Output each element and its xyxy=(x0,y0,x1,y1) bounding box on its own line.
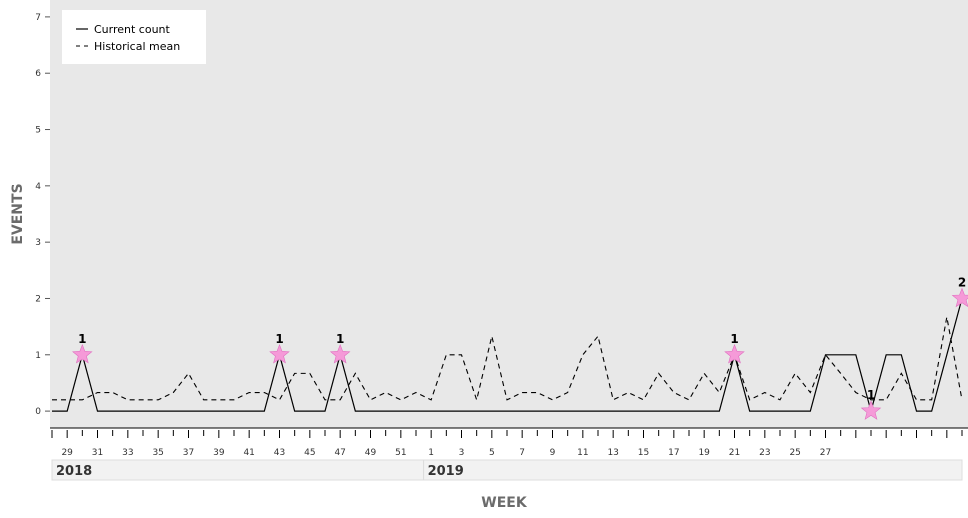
x-tick-label: 15 xyxy=(638,448,649,458)
x-tick-label: 5 xyxy=(489,448,495,458)
x-tick-label: 51 xyxy=(395,448,406,458)
alert-star-marker xyxy=(860,400,882,420)
x-axis: 29 31 33 35 37 39 41 43 45 47 49 51 1 3 5 7 9 11 13 15 17 19 2… xyxy=(50,427,968,481)
x-tick-label: 39 xyxy=(213,448,225,458)
alert-count-label: 1 xyxy=(275,332,283,346)
alert-star-marker xyxy=(329,343,351,364)
series-layer xyxy=(52,298,963,414)
y-tick-label: 1 xyxy=(35,351,41,361)
legend: Current count Historical mean xyxy=(62,10,206,64)
x-tick-label: 31 xyxy=(92,448,103,458)
alert-count-label: 2 xyxy=(958,275,966,289)
y-tick-label: 2 xyxy=(35,294,41,304)
x-tick-label: 11 xyxy=(577,448,588,458)
x-tick-label: 41 xyxy=(243,448,254,458)
y-tick-label: 3 xyxy=(35,238,41,248)
alert-count-label: 1 xyxy=(730,332,738,346)
x-tick-label: 47 xyxy=(334,448,345,458)
x-tick-label: 3 xyxy=(459,448,465,458)
legend-label-current: Current count xyxy=(94,23,171,36)
legend-box xyxy=(62,10,206,64)
marker-layer: 1 1 1 1 1 2 xyxy=(72,275,968,420)
x-tick-label: 19 xyxy=(698,448,710,458)
x-tick-label: 49 xyxy=(365,448,377,458)
alert-count-label: 1 xyxy=(336,332,344,346)
x-tick-label: 29 xyxy=(61,448,73,458)
y-axis-title: EVENTS xyxy=(10,183,26,244)
x-tick-label: 1 xyxy=(428,448,434,458)
plot-background xyxy=(50,0,968,428)
x-tick-label: 13 xyxy=(607,448,618,458)
year-band xyxy=(423,459,963,481)
year-label: 2018 xyxy=(56,464,92,479)
alert-star-marker xyxy=(951,287,968,308)
x-tick-label: 43 xyxy=(274,448,285,458)
x-tick-label: 9 xyxy=(550,448,556,458)
year-band xyxy=(51,459,425,481)
y-tick-label: 7 xyxy=(35,13,41,23)
y-tick-label: 6 xyxy=(35,69,41,79)
y-axis: 0 1 2 3 4 5 6 7 xyxy=(35,13,50,417)
x-tick-label: 23 xyxy=(759,448,770,458)
alert-count-label: 1 xyxy=(867,388,875,402)
alert-star-marker xyxy=(72,343,93,364)
x-tick-label: 17 xyxy=(668,448,679,458)
x-tick-label: 35 xyxy=(152,448,163,458)
y-tick-label: 0 xyxy=(35,407,41,417)
x-tick-label: 27 xyxy=(820,448,831,458)
x-axis-title: WEEK xyxy=(481,495,528,511)
series-current-count-line xyxy=(52,298,963,414)
x-tick-label: 21 xyxy=(729,448,740,458)
alert-count-label: 1 xyxy=(78,332,86,346)
x-tick-label: 37 xyxy=(183,448,194,458)
y-tick-label: 5 xyxy=(35,126,41,136)
series-historical-mean-line xyxy=(52,316,963,402)
x-tick-label: 25 xyxy=(789,448,800,458)
legend-label-historical: Historical mean xyxy=(94,40,180,53)
year-label: 2019 xyxy=(428,464,464,479)
alert-star-marker xyxy=(724,343,745,364)
y-tick-label: 4 xyxy=(35,182,41,192)
x-tick-label: 45 xyxy=(304,448,315,458)
x-tick-label: 7 xyxy=(519,448,525,458)
alert-star-marker xyxy=(269,343,290,364)
x-tick-label: 33 xyxy=(122,448,133,458)
